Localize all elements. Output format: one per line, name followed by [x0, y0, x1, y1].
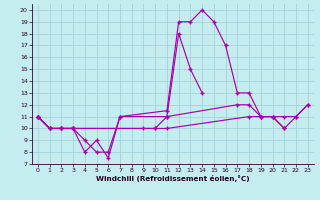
- X-axis label: Windchill (Refroidissement éolien,°C): Windchill (Refroidissement éolien,°C): [96, 175, 250, 182]
